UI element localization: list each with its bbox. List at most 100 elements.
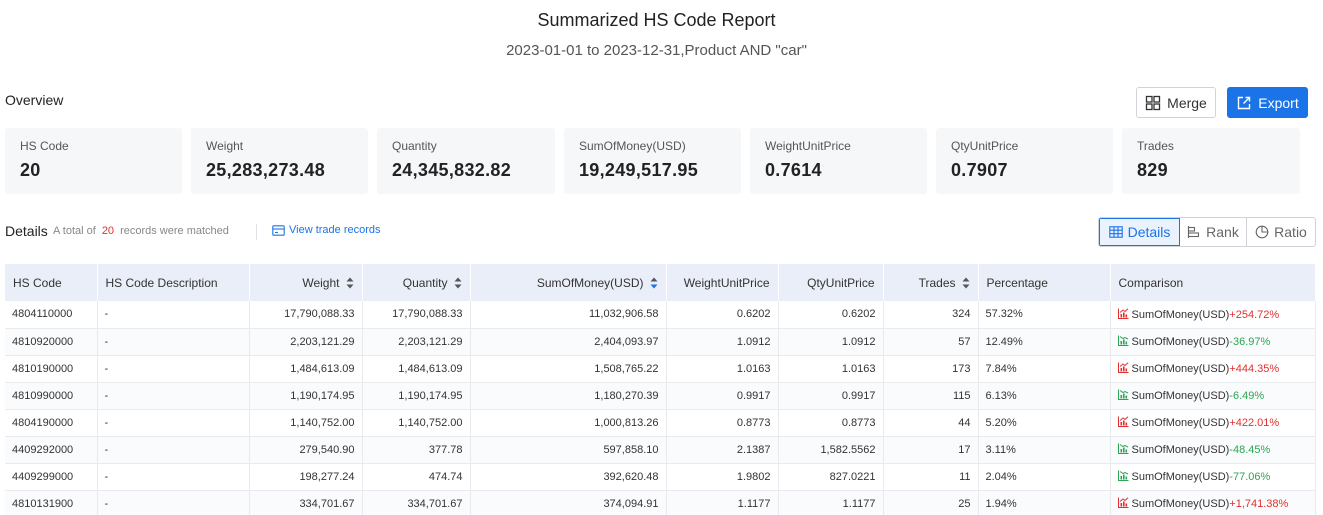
- cell-weight: 1,140,752.00: [249, 409, 363, 437]
- stat-card-weight-unit-price: WeightUnitPrice 0.7614: [750, 128, 927, 194]
- cell-percentage: 7.84%: [978, 355, 1111, 383]
- cell-weight-unit-price: 0.9917: [666, 382, 779, 410]
- cell-weight: 334,701.67: [249, 490, 363, 515]
- cell-qty-unit-price: 1.1177: [778, 490, 884, 515]
- stat-label: WeightUnitPrice: [765, 139, 851, 153]
- col-label: HS Code: [13, 275, 62, 290]
- report-subtitle: 2023-01-01 to 2023-12-31,Product AND "ca…: [506, 42, 807, 59]
- cell-trades: 44: [883, 409, 979, 437]
- cell-percentage: 1.94%: [978, 490, 1111, 515]
- col-weight[interactable]: Weight: [249, 264, 363, 301]
- cell-quantity: 17,790,088.33: [362, 301, 471, 329]
- col-label: Quantity: [402, 275, 448, 290]
- matched-suffix: records were matched: [120, 225, 229, 237]
- cell-comparison: SumOfMoney(USD)+1,741.38%: [1110, 490, 1316, 515]
- stat-value: 24,345,832.82: [392, 160, 512, 180]
- table-body: 4804110000-17,790,088.33 17,790,088.33 11,…: [5, 301, 1316, 515]
- col-label: Trades: [918, 275, 956, 290]
- cell-comparison: SumOfMoney(USD)-6.49%: [1110, 382, 1316, 410]
- comparison-label: SumOfMoney(USD): [1131, 498, 1230, 510]
- cell-comparison: SumOfMoney(USD)+444.35%: [1110, 355, 1316, 383]
- report-title: Summarized HS Code Report: [537, 10, 776, 30]
- stat-value: 829: [1137, 160, 1168, 180]
- overview-heading: Overview: [5, 92, 64, 108]
- cell-weight-unit-price: 1.0163: [666, 355, 779, 383]
- stat-value: 25,283,273.48: [206, 160, 326, 180]
- col-sum-of-money[interactable]: SumOfMoney(USD): [470, 264, 667, 301]
- cell-trades: 17: [883, 436, 979, 464]
- cell-sum-of-money: 2,404,093.97: [470, 328, 667, 356]
- merge-icon: [1146, 95, 1161, 110]
- sort-icon[interactable]: [962, 277, 970, 289]
- table-icon: [1108, 226, 1123, 238]
- cell-qty-unit-price: 827.0221: [778, 463, 884, 491]
- records-matched-text: A total of 20 records were matched: [53, 225, 229, 237]
- cell-hs-code: 4810990000: [5, 382, 98, 410]
- view-trade-records-link[interactable]: View trade records: [272, 224, 381, 236]
- cell-trades: 25: [883, 490, 979, 515]
- stat-label: HS Code: [20, 139, 69, 153]
- col-label: WeightUnitPrice: [683, 275, 770, 290]
- col-trades[interactable]: Trades: [883, 264, 979, 301]
- comparison-label: SumOfMoney(USD): [1131, 308, 1230, 321]
- cell-weight-unit-price: 1.0912: [666, 328, 779, 356]
- cell-weight: 1,190,174.95: [249, 382, 363, 410]
- cell-description: -: [97, 490, 250, 515]
- trend-up-chart-icon: [1117, 362, 1128, 373]
- sort-desc-active-icon[interactable]: [650, 277, 658, 289]
- comparison-label: SumOfMoney(USD): [1131, 390, 1230, 402]
- cell-description: -: [97, 301, 250, 329]
- cell-description: -: [97, 382, 250, 410]
- comparison-change: -77.06%: [1229, 471, 1271, 483]
- details-heading: Details: [5, 223, 48, 239]
- tab-ratio[interactable]: Ratio: [1247, 218, 1315, 246]
- table-header-row: HS Code HS Code Description Weight Quant…: [5, 264, 1316, 301]
- cell-hs-code: 4409299000: [5, 463, 98, 491]
- view-switcher: Details Rank Ratio: [1098, 217, 1316, 247]
- col-comparison: Comparison: [1110, 264, 1316, 301]
- cell-quantity: 334,701.67: [362, 490, 471, 515]
- sort-icon[interactable]: [454, 277, 462, 289]
- cell-hs-code: 4810920000: [5, 328, 98, 356]
- table-row: 4810990000-1,190,174.95 1,190,174.95 1,180…: [5, 382, 1316, 410]
- tab-ratio-label: Ratio: [1274, 224, 1307, 240]
- cell-sum-of-money: 1,508,765.22: [470, 355, 667, 383]
- comparison-label: SumOfMoney(USD): [1131, 444, 1230, 456]
- table-row: 4810131900-334,701.67 334,701.67 374,094.9…: [5, 490, 1316, 515]
- stat-value: 0.7614: [765, 160, 822, 180]
- cell-sum-of-money: 1,180,270.39: [470, 382, 667, 410]
- col-quantity[interactable]: Quantity: [362, 264, 471, 301]
- tab-details[interactable]: Details: [1099, 218, 1180, 246]
- comparison-change: +422.01%: [1229, 417, 1280, 429]
- sort-icon[interactable]: [346, 277, 354, 289]
- export-button[interactable]: Export: [1227, 87, 1308, 118]
- cell-percentage: 12.49%: [978, 328, 1111, 356]
- table-row: 4810190000-1,484,613.09 1,484,613.09 1,508…: [5, 355, 1316, 383]
- cell-trades: 115: [883, 382, 979, 410]
- comparison-change: -36.97%: [1229, 336, 1271, 348]
- table-row: 4804110000-17,790,088.33 17,790,088.33 11,…: [5, 301, 1316, 329]
- stat-label: QtyUnitPrice: [951, 139, 1019, 153]
- stat-label: SumOfMoney(USD): [579, 139, 686, 153]
- cell-weight: 1,484,613.09: [249, 355, 363, 383]
- tab-rank[interactable]: Rank: [1180, 218, 1247, 246]
- cell-comparison: SumOfMoney(USD)+254.72%: [1110, 301, 1316, 329]
- cell-qty-unit-price: 1,582.5562: [778, 436, 884, 464]
- comparison-label: SumOfMoney(USD): [1131, 417, 1230, 429]
- trend-down-chart-icon: [1117, 389, 1128, 400]
- cell-quantity: 1,190,174.95: [362, 382, 471, 410]
- cell-quantity: 1,140,752.00: [362, 409, 471, 437]
- card-icon: [272, 224, 285, 236]
- col-label: Comparison: [1118, 275, 1184, 290]
- cell-sum-of-money: 392,620.48: [470, 463, 667, 491]
- cell-comparison: SumOfMoney(USD)-48.45%: [1110, 436, 1316, 464]
- comparison-change: +444.35%: [1229, 363, 1280, 375]
- pie-chart-icon: [1255, 225, 1269, 239]
- cell-qty-unit-price: 1.0163: [778, 355, 884, 383]
- stat-value: 20: [20, 160, 41, 180]
- stat-value: 0.7907: [951, 160, 1008, 180]
- merge-button[interactable]: Merge: [1136, 87, 1216, 118]
- comparison-change: +254.72%: [1229, 308, 1280, 321]
- cell-comparison: SumOfMoney(USD)+422.01%: [1110, 409, 1316, 437]
- stat-label: Quantity: [392, 139, 437, 153]
